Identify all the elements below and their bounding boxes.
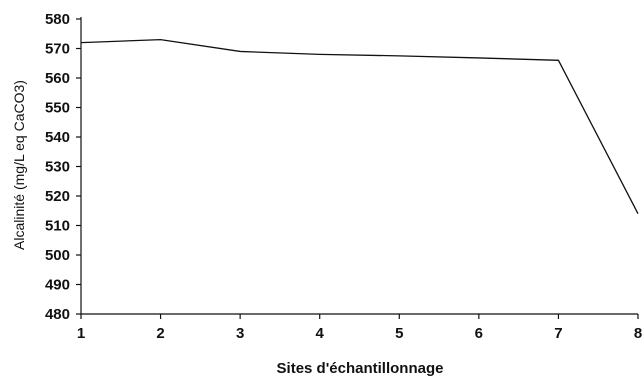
x-tick-label: 4 [316, 325, 325, 342]
y-tick-label: 520 [45, 188, 70, 205]
y-tick-label: 530 [45, 159, 70, 176]
series-layer [80, 38, 639, 214]
y-tick-label: 480 [45, 306, 70, 323]
y-tick-label: 500 [45, 247, 70, 264]
y-tick-label: 550 [45, 100, 70, 117]
x-tick-label: 7 [554, 325, 562, 342]
y-tick-label: 560 [45, 70, 70, 87]
x-tick-label: 8 [634, 325, 642, 342]
x-axis-title: Sites d'échantillonnage [277, 360, 444, 377]
x-tick-label: 6 [475, 325, 483, 342]
x-tick-label: 3 [236, 325, 244, 342]
y-tick-label: 510 [45, 218, 70, 235]
y-axis: 480 490 500 510 520 530 540 550 560 570 580 [45, 11, 82, 323]
x-tick-label: 2 [156, 325, 164, 342]
y-tick-label: 570 [45, 41, 70, 58]
x-tick-label: 5 [395, 325, 403, 342]
y-tick-label: 490 [45, 277, 70, 294]
x-tick-label: 1 [77, 325, 85, 342]
y-axis-title: Alcalinité (mg/L eq CaCO3) [11, 80, 27, 250]
y-tick-label: 540 [45, 129, 70, 146]
y-tick-label: 580 [45, 11, 70, 28]
series-line [80, 38, 639, 214]
x-axis: 1 2 3 4 5 6 7 8 [77, 313, 642, 342]
